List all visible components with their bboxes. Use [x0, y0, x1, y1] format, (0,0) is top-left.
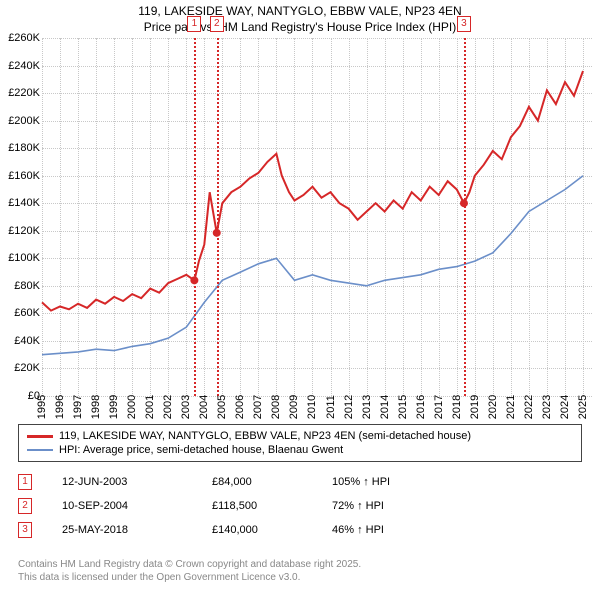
- y-tick-label: £180K: [2, 142, 40, 154]
- series-line-hpi: [42, 176, 583, 355]
- footer-line2: This data is licensed under the Open Gov…: [18, 571, 361, 584]
- event-price: £118,500: [212, 500, 302, 512]
- legend-row-hpi: HPI: Average price, semi-detached house,…: [27, 443, 573, 457]
- legend: 119, LAKESIDE WAY, NANTYGLO, EBBW VALE, …: [18, 424, 582, 462]
- event-number-box: 1: [18, 474, 32, 490]
- event-number-box: 2: [18, 498, 32, 514]
- title-line2: Price paid vs. HM Land Registry's House …: [0, 20, 600, 36]
- y-tick-label: £100K: [2, 252, 40, 264]
- legend-swatch-price: [27, 435, 53, 438]
- events-table: 1 12-JUN-2003 £84,000 105% ↑ HPI 2 10-SEP-200…: [18, 470, 582, 542]
- footer-line1: Contains HM Land Registry data © Crown c…: [18, 558, 361, 571]
- y-tick-label: £220K: [2, 87, 40, 99]
- legend-label-hpi: HPI: Average price, semi-detached house,…: [59, 444, 343, 456]
- event-line: [464, 38, 466, 396]
- event-marker-box: 1: [187, 16, 201, 32]
- event-number-box: 3: [18, 522, 32, 538]
- event-date: 12-JUN-2003: [62, 476, 182, 488]
- chart-title: 119, LAKESIDE WAY, NANTYGLO, EBBW VALE, …: [0, 0, 600, 37]
- y-tick-label: £260K: [2, 32, 40, 44]
- event-price: £84,000: [212, 476, 302, 488]
- y-tick-label: £200K: [2, 115, 40, 127]
- y-tick-label: £20K: [2, 362, 40, 374]
- y-tick-label: £80K: [2, 280, 40, 292]
- x-tick-label: 2025: [572, 395, 594, 419]
- event-row: 3 25-MAY-2018 £140,000 46% ↑ HPI: [18, 518, 582, 542]
- chart-lines: [42, 38, 592, 396]
- footer-attribution: Contains HM Land Registry data © Crown c…: [18, 558, 361, 584]
- event-price: £140,000: [212, 524, 302, 536]
- event-pct: 46% ↑ HPI: [332, 524, 452, 536]
- event-pct: 72% ↑ HPI: [332, 500, 452, 512]
- event-row: 1 12-JUN-2003 £84,000 105% ↑ HPI: [18, 470, 582, 494]
- legend-label-price: 119, LAKESIDE WAY, NANTYGLO, EBBW VALE, …: [59, 430, 471, 442]
- y-tick-label: £40K: [2, 335, 40, 347]
- event-date: 10-SEP-2004: [62, 500, 182, 512]
- legend-row-price: 119, LAKESIDE WAY, NANTYGLO, EBBW VALE, …: [27, 429, 573, 443]
- event-line: [217, 38, 219, 396]
- event-pct: 105% ↑ HPI: [332, 476, 452, 488]
- chart-area: 123 £0£20K£40K£60K£80K£100K£120K£140K£16…: [2, 38, 598, 418]
- y-tick-label: £240K: [2, 60, 40, 72]
- plot-area: [42, 38, 592, 396]
- event-marker-box: 2: [210, 16, 224, 32]
- y-tick-label: £160K: [2, 170, 40, 182]
- y-tick-label: £120K: [2, 225, 40, 237]
- event-row: 2 10-SEP-2004 £118,500 72% ↑ HPI: [18, 494, 582, 518]
- event-line: [194, 38, 196, 396]
- legend-swatch-hpi: [27, 449, 53, 451]
- title-line1: 119, LAKESIDE WAY, NANTYGLO, EBBW VALE, …: [0, 4, 600, 20]
- event-marker-box: 3: [457, 16, 471, 32]
- event-date: 25-MAY-2018: [62, 524, 182, 536]
- y-tick-label: £140K: [2, 197, 40, 209]
- y-tick-label: £60K: [2, 307, 40, 319]
